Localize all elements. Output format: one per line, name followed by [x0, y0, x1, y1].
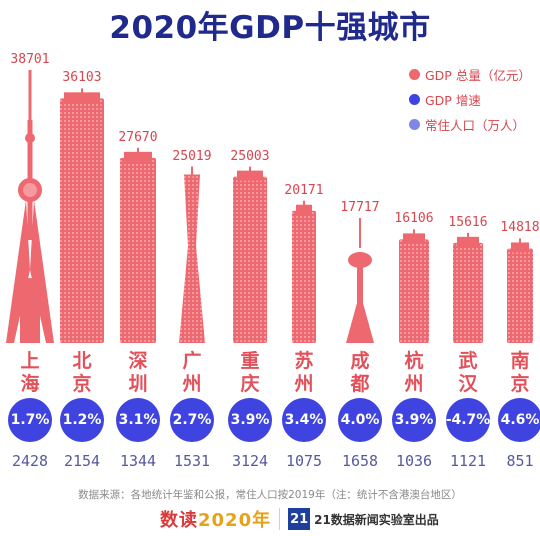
growth-badge-9: 4.6%	[498, 398, 540, 442]
data-source-note: 数据来源：各地统计年鉴和公报，常住人口按2019年（注：统计不含港澳台地区）	[78, 489, 462, 501]
gdp-bar-4	[233, 166, 267, 343]
population-value-3: 1531	[173, 452, 211, 470]
gdp-bar-1	[60, 88, 104, 343]
city-label-9: 南京	[510, 350, 530, 395]
gdp-value-8: 15616	[448, 214, 488, 230]
growth-badge-2: 3.1%	[116, 398, 160, 442]
legend-label-gdp: GDP 总量（亿元）	[425, 68, 531, 83]
gdp-bar-0	[6, 70, 54, 343]
population-value-9: 851	[506, 452, 534, 470]
gdp-value-4: 25003	[230, 148, 270, 164]
city-label-4: 重庆	[240, 350, 260, 395]
city-label-5: 苏州	[294, 350, 314, 395]
gdp-value-1: 36103	[62, 70, 102, 86]
population-value-8: 1121	[449, 452, 487, 470]
legend-label-growth: GDP 增速	[425, 93, 481, 108]
population-value-0: 2428	[11, 452, 49, 470]
footer-divider	[279, 508, 281, 530]
chart-title: 2020年GDP十强城市	[109, 10, 431, 46]
city-label-8: 武汉	[458, 350, 478, 395]
gdp-bar-3	[179, 166, 205, 343]
legend-dot-gdp	[409, 69, 420, 80]
population-value-7: 1036	[395, 452, 433, 470]
brand-logo: 数读2020年	[160, 506, 271, 532]
growth-badge-5: 3.4%	[282, 398, 326, 442]
gdp-value-2: 27670	[118, 129, 158, 145]
gdp-bar-8	[453, 232, 483, 343]
gdp-value-0: 38701	[10, 52, 50, 67]
growth-badge-4: 3.9%	[228, 398, 272, 442]
growth-badge-3: 2.7%	[170, 398, 214, 442]
legend-dot-growth	[409, 94, 420, 105]
growth-badge-0: 1.7%	[8, 398, 52, 442]
gdp-value-9: 14818	[500, 220, 540, 236]
city-label-0: 上海	[20, 350, 40, 395]
gdp-bar-7	[399, 229, 429, 343]
legend: GDP 总量（亿元） GDP 增速 常住人口（万人）	[409, 62, 531, 137]
growth-badge-8: -4.7%	[446, 398, 490, 442]
gdp-bar-5	[292, 200, 316, 343]
footer-brand: 数读2020年 21 21数据新闻实验室出品	[160, 506, 439, 532]
city-label-2: 深圳	[128, 350, 148, 395]
brand-logo-part2: 2020年	[198, 510, 272, 531]
gdp-bar-2	[120, 147, 156, 343]
gdp-value-5: 20171	[284, 182, 324, 198]
gdp-value-6: 17717	[340, 200, 380, 216]
gdp-value-3: 25019	[172, 148, 212, 164]
population-value-4: 3124	[231, 452, 269, 470]
legend-item-growth: GDP 增速	[409, 87, 531, 112]
publisher-name: 21数据新闻实验室出品	[314, 512, 439, 527]
publisher-badge: 21	[288, 508, 311, 530]
legend-label-population: 常住人口（万人）	[425, 118, 526, 133]
city-label-6: 成都	[350, 350, 370, 395]
population-value-6: 1658	[341, 452, 379, 470]
population-value-5: 1075	[285, 452, 323, 470]
gdp-value-7: 16106	[394, 211, 434, 227]
growth-badge-7: 3.9%	[392, 398, 436, 442]
gdp-bar-6	[346, 218, 374, 343]
brand-logo-part1: 数读	[160, 510, 198, 531]
population-value-2: 1344	[119, 452, 157, 470]
city-label-7: 杭州	[404, 350, 424, 395]
legend-dot-population	[409, 119, 420, 130]
growth-badge-6: 4.0%	[338, 398, 382, 442]
growth-badge-1: 1.2%	[60, 398, 104, 442]
gdp-bar-9	[507, 238, 533, 343]
population-value-1: 2154	[63, 452, 101, 470]
city-label-1: 北京	[72, 350, 92, 395]
city-label-3: 广州	[182, 350, 202, 395]
legend-item-gdp: GDP 总量（亿元）	[409, 62, 531, 87]
legend-item-population: 常住人口（万人）	[409, 112, 531, 137]
